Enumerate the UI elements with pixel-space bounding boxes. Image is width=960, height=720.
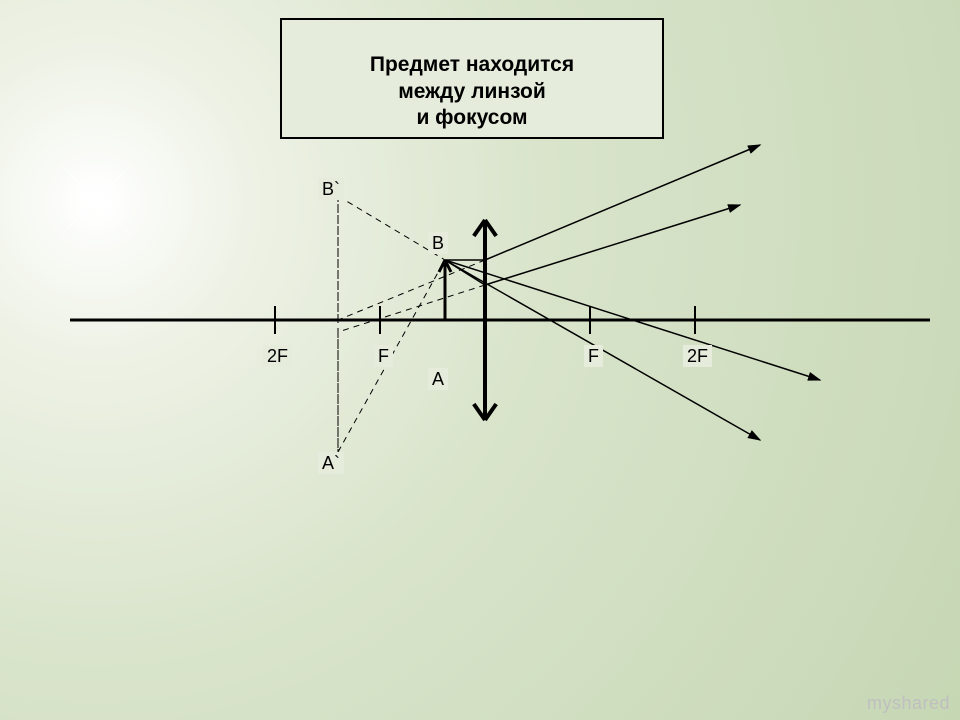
label-A: A: [428, 368, 448, 390]
focal-label-F_right: F: [584, 345, 603, 367]
slide: Предмет находится между линзой и фокусом…: [0, 0, 960, 720]
watermark: myshared: [867, 693, 950, 714]
title-text: Предмет находится между линзой и фокусом: [370, 53, 574, 129]
label-Bprime: B`: [318, 178, 344, 200]
focal-label-2F_left: 2F: [263, 345, 292, 367]
focal-label-F_left: F: [374, 345, 393, 367]
title-box: Предмет находится между линзой и фокусом: [280, 18, 664, 139]
label-Aprime: A`: [318, 452, 344, 474]
focal-label-2F_right: 2F: [683, 345, 712, 367]
label-B: B: [428, 232, 448, 254]
